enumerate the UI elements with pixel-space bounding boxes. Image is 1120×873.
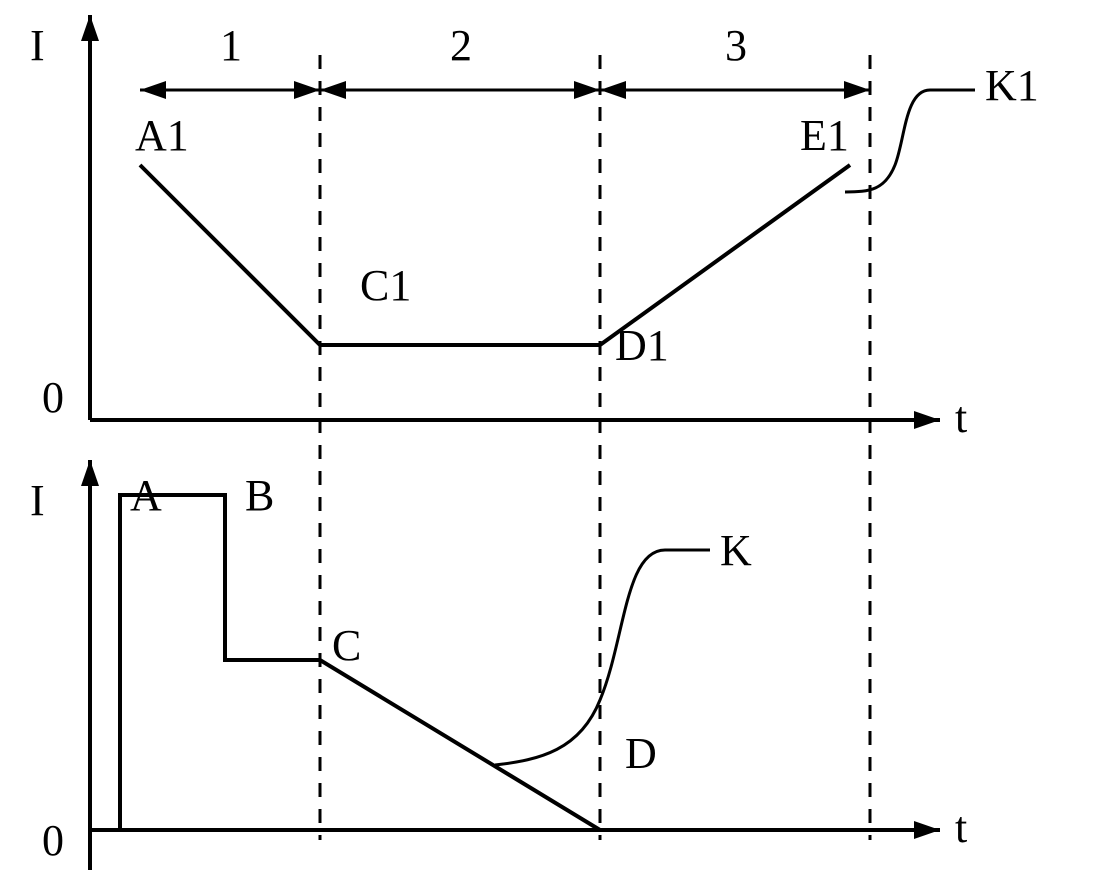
upper-origin-label: 0 xyxy=(42,373,64,422)
upper-point-D1: D1 xyxy=(615,321,669,370)
upper-t-label: t xyxy=(955,393,967,442)
dim-label-2: 2 xyxy=(450,21,472,70)
arrowhead xyxy=(844,81,870,99)
arrowhead xyxy=(914,411,940,429)
dim-label-1: 1 xyxy=(220,21,242,70)
lower-callout-K: K xyxy=(720,526,752,575)
lower-point-C: C xyxy=(332,621,361,670)
upper-callout-K1: K1 xyxy=(985,61,1039,110)
upper-I-label: I xyxy=(30,21,45,70)
lower-I-label: I xyxy=(30,476,45,525)
upper-curve xyxy=(140,165,850,345)
lower-point-B: B xyxy=(245,471,274,520)
arrowhead xyxy=(140,81,166,99)
upper-point-E1: E1 xyxy=(800,111,849,160)
arrowhead xyxy=(81,15,99,41)
arrowhead xyxy=(81,460,99,486)
upper-callout-leader xyxy=(845,90,975,192)
dim-label-3: 3 xyxy=(725,21,747,70)
lower-callout-leader xyxy=(495,550,710,765)
arrowhead xyxy=(294,81,320,99)
arrowhead xyxy=(600,81,626,99)
lower-point-A: A xyxy=(130,471,162,520)
lower-origin-label: 0 xyxy=(42,816,64,865)
lower-point-D: D xyxy=(625,729,657,778)
arrowhead xyxy=(320,81,346,99)
arrowhead xyxy=(914,821,940,839)
upper-point-A1: A1 xyxy=(135,111,189,160)
lower-t-label: t xyxy=(955,803,967,852)
upper-point-C1: C1 xyxy=(360,261,411,310)
arrowhead xyxy=(574,81,600,99)
